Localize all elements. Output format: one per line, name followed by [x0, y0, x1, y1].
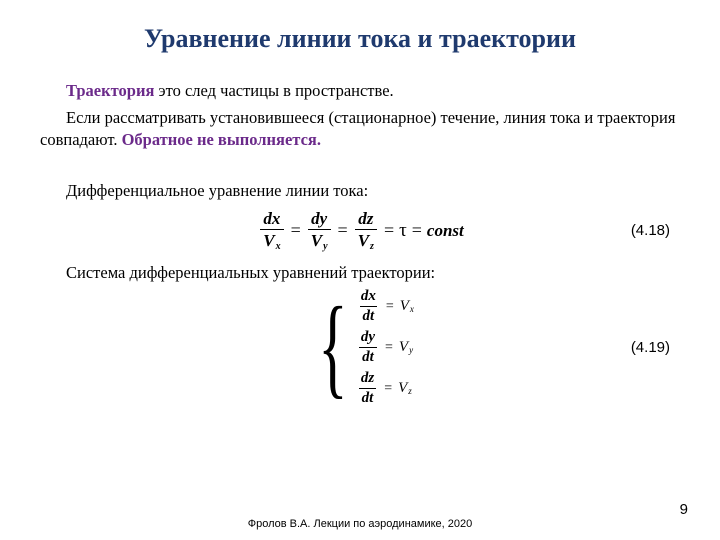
footer-citation: Фролов В.А. Лекции по аэродинамике, 2020 [0, 518, 720, 530]
para-1-rest: это след частицы в пространстве. [154, 81, 393, 100]
equation-number-418: (4.18) [631, 222, 670, 239]
eq-sign: = [381, 220, 397, 241]
equation-system: { dx dt = Vx dy dt = Vy [306, 289, 414, 406]
system-line-3: dz dt = Vz [354, 371, 414, 406]
slide: Уравнение линии тока и траектории Траект… [0, 0, 720, 406]
para-trajectory-def: Траектория это след частицы в пространст… [40, 80, 680, 101]
tau-symbol: τ [397, 220, 409, 242]
left-brace-icon: { [318, 300, 348, 395]
system-equations: dx dt = Vx dy dt = Vy dz [354, 289, 414, 406]
equation-4-19: { dx dt = Vx dy dt = Vy [40, 289, 680, 406]
eq-sign: = [288, 220, 304, 241]
page-number: 9 [680, 501, 688, 518]
system-line-1: dx dt = Vx [354, 289, 414, 324]
para-streamline-eq-label: Дифференциальное уравнение линии тока: [40, 180, 680, 201]
const-label: const [425, 221, 464, 241]
equation-4-18: dx Vx = dy Vy = dz Vz = τ = const (4.18) [40, 210, 680, 252]
term-trajectory: Траектория [66, 81, 154, 100]
eq-sign: = [335, 220, 351, 241]
para-stationary: Если рассматривать установившееся (стаци… [40, 107, 680, 150]
system-line-2: dy dt = Vy [354, 330, 414, 365]
para-trajectory-system-label: Система дифференциальных уравнений траек… [40, 262, 680, 283]
equation-number-419: (4.19) [631, 339, 670, 356]
frac-dx-vx: dx Vx [260, 210, 283, 252]
page-title: Уравнение линии тока и траектории [40, 24, 680, 54]
frac-dz-vz: dz Vz [355, 210, 377, 252]
para-2-emph: Обратное не выполняется. [122, 130, 321, 149]
eq-sign: = [409, 220, 425, 241]
frac-dy-vy: dy Vy [308, 210, 331, 252]
